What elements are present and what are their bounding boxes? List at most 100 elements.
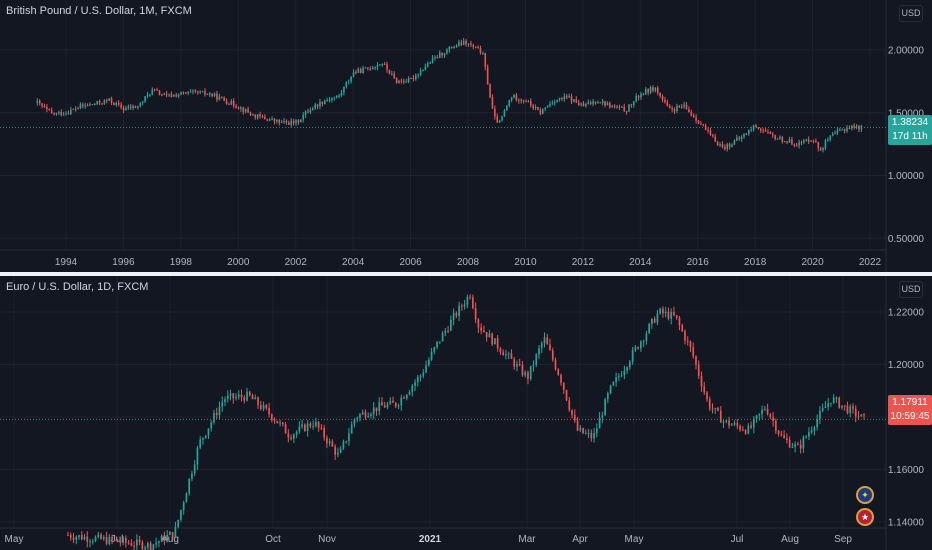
gbpusd-chart-pane[interactable]: 2.00000 1.50000 1.00000 0.50000 1994 1996 1998… (0, 0, 932, 272)
candle-body (609, 385, 612, 394)
candle-body (403, 397, 405, 399)
candle-body (666, 102, 669, 107)
candle-body (350, 76, 352, 82)
gbpusd-candlestick-chart[interactable]: 2.00000 1.50000 1.00000 0.50000 1994 1996 1998… (0, 0, 932, 272)
candle-body (719, 144, 721, 146)
candle-body (565, 96, 568, 98)
candle-body (631, 350, 634, 362)
chart-title: British Pound / U.S. Dollar, 1M, FXCM (6, 5, 192, 17)
candle-body (750, 425, 752, 428)
candle-body (779, 137, 781, 139)
candle-body (165, 93, 168, 95)
currency-button[interactable]: USD (899, 281, 923, 298)
candle-body (450, 319, 452, 331)
y-tick-label: 1.20000 (888, 360, 925, 371)
candle-body (206, 94, 209, 96)
candle-body (400, 397, 403, 406)
candle-body (598, 417, 601, 429)
pane-separator[interactable] (0, 272, 932, 276)
candle-body (686, 340, 689, 342)
candle-body (722, 421, 725, 423)
candle-body (228, 103, 230, 105)
candle-body (560, 374, 562, 383)
candle-body (831, 133, 834, 136)
x-tick-label: 2016 (687, 257, 710, 268)
candle-body (108, 536, 111, 544)
candle-body (229, 393, 232, 396)
candle-body (797, 444, 799, 446)
candle-body (458, 305, 460, 316)
candle-body (594, 101, 597, 104)
candle-body (515, 94, 518, 101)
candle-body (692, 347, 695, 357)
candle-body (352, 72, 355, 77)
candle-body (565, 389, 568, 401)
eurusd-chart-pane[interactable]: 1.220001.200001.180001.160001.14000MayJu… (0, 276, 932, 550)
candle-body (764, 130, 767, 132)
candle-body (321, 101, 324, 104)
candle-body (302, 114, 305, 120)
candle-body (297, 120, 300, 123)
candle-body (293, 434, 295, 439)
economic-events-markers[interactable]: ✦ ★ (856, 486, 880, 530)
candle-body (98, 101, 101, 104)
currency-button[interactable]: USD (899, 5, 923, 22)
eurusd-candlestick-chart[interactable]: 1.220001.200001.180001.160001.14000MayJu… (0, 276, 932, 550)
candle-body (556, 99, 558, 103)
us-flag-icon[interactable]: ★ (856, 508, 874, 526)
candle-body (136, 539, 138, 546)
candle-body (235, 396, 237, 399)
candle-body (257, 397, 259, 406)
candle-body (777, 430, 780, 434)
candle-body (89, 541, 91, 543)
candle-body (852, 406, 854, 409)
candle-body (822, 148, 824, 151)
candle-body (611, 105, 614, 108)
candle-body (513, 358, 516, 367)
candle-body (678, 317, 681, 326)
candle-body (67, 535, 69, 537)
eu-flag-icon[interactable]: ✦ (856, 486, 874, 504)
candle-body (606, 103, 609, 106)
candle-body (259, 405, 262, 409)
candle-body (295, 431, 298, 435)
candle-body (149, 94, 151, 96)
candle-body (137, 106, 139, 108)
candle-body (388, 69, 391, 74)
candle-body (479, 48, 482, 54)
candle-body (620, 375, 623, 377)
candle-body (824, 140, 827, 149)
candle-body (494, 108, 496, 117)
candle-body (857, 416, 860, 418)
candle-body (623, 106, 626, 112)
candle-body (441, 332, 444, 342)
candle-body (491, 333, 494, 345)
candle-body (259, 114, 261, 117)
candle-body (41, 103, 43, 106)
candle-body (405, 81, 408, 83)
x-tick-label: May (625, 534, 644, 545)
candle-body (571, 409, 573, 415)
candle-body (350, 424, 353, 434)
candle-body (156, 89, 158, 91)
candle-body (328, 100, 331, 102)
candle-body (498, 120, 501, 123)
candle-body (659, 308, 662, 314)
candle-body (427, 359, 430, 366)
candle-body (527, 100, 530, 102)
candle-body (273, 118, 276, 122)
candle-body (348, 433, 350, 442)
candle-body (788, 439, 791, 448)
candle-body (447, 330, 449, 332)
candle-body (709, 130, 712, 136)
candle-body (108, 98, 110, 101)
candle-body (681, 325, 684, 332)
candle-body (656, 87, 659, 94)
candle-body (237, 394, 240, 397)
candle-body (168, 94, 170, 96)
candle-body (155, 542, 157, 545)
candle-body (268, 119, 271, 121)
candle-body (208, 93, 211, 95)
candle-body (226, 395, 229, 400)
candle-body (397, 405, 400, 407)
